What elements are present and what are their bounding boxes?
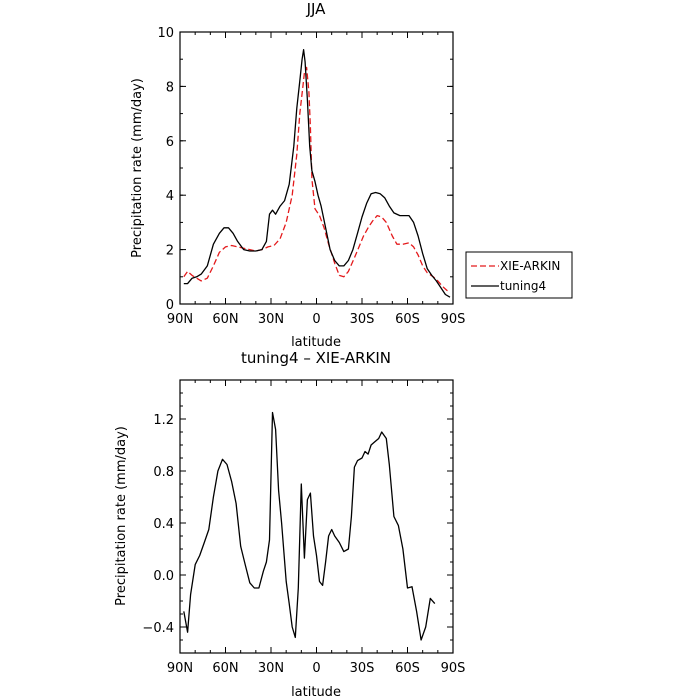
top-chart-title: JJA — [306, 0, 327, 18]
top-x-tick-label: 60N — [212, 312, 238, 327]
bottom-x-tick-label: 60S — [395, 661, 420, 676]
top-x-tick-label: 30N — [258, 312, 284, 327]
top-x-ticks: 90N 60N 30N 0 30S 60S 90S — [167, 32, 466, 327]
top-y-tick-label: 8 — [166, 80, 174, 95]
top-y-tick-label: 10 — [157, 26, 174, 41]
bottom-x-tick-label: 60N — [212, 661, 238, 676]
bottom-y-ticks: −0.4 0.0 0.4 0.8 1.2 — [142, 379, 453, 654]
bottom-x-tick-label: 90S — [441, 661, 466, 676]
bottom-x-axis-label: latitude — [291, 685, 341, 700]
bottom-chart-title: tuning4 – XIE-ARKIN — [241, 349, 391, 367]
legend-label-tuning4: tuning4 — [500, 279, 546, 293]
top-panel: JJA 90N 60N 30N 0 30S 60S 90S 0 2 4 6 8 10 latitude… — [130, 0, 573, 350]
bottom-y-axis-label: Precipitation rate (mm/day) — [114, 426, 129, 606]
legend-label-xie-arkin: XIE-ARKIN — [500, 259, 560, 273]
top-y-ticks: 0 2 4 6 8 10 — [157, 26, 453, 313]
top-series-line-tuning4 — [183, 49, 451, 298]
bottom-y-tick-label: 0.8 — [153, 465, 174, 480]
top-plot-frame — [179, 31, 454, 305]
top-y-tick-label: 2 — [166, 244, 174, 259]
top-x-tick-label: 90S — [441, 312, 466, 327]
bottom-panel: tuning4 – XIE-ARKIN 90N 60N 30N 0 30S 60S 90S … — [114, 349, 465, 700]
top-series-line-xie-arkin — [183, 66, 451, 293]
bottom-x-tick-label: 0 — [312, 661, 320, 676]
top-x-tick-label: 30S — [350, 312, 375, 327]
bottom-series-group — [183, 411, 436, 641]
top-x-tick-label: 90N — [167, 312, 193, 327]
bottom-y-tick-label: 1.2 — [153, 413, 174, 428]
legend-box — [465, 251, 573, 299]
bottom-x-tick-label: 30S — [350, 661, 375, 676]
bottom-y-tick-label: 0.0 — [153, 569, 174, 584]
top-x-tick-label: 60S — [395, 312, 420, 327]
top-series-group — [183, 49, 451, 298]
bottom-x-tick-label: 30N — [258, 661, 284, 676]
bottom-y-tick-label: −0.4 — [142, 621, 174, 636]
bottom-series-line-difference — [183, 411, 436, 641]
bottom-plot-frame — [179, 379, 454, 654]
top-x-tick-label: 0 — [312, 312, 320, 327]
top-y-tick-label: 0 — [166, 298, 174, 313]
bottom-y-tick-label: 0.4 — [153, 517, 174, 532]
top-y-tick-label: 4 — [166, 189, 174, 204]
legend: XIE-ARKIN tuning4 — [465, 251, 573, 299]
bottom-x-ticks: 90N 60N 30N 0 30S 60S 90S — [167, 380, 466, 676]
top-y-tick-label: 6 — [166, 135, 174, 150]
top-x-axis-label: latitude — [291, 335, 341, 350]
bottom-x-tick-label: 90N — [167, 661, 193, 676]
top-y-axis-label: Precipitation rate (mm/day) — [130, 78, 145, 258]
